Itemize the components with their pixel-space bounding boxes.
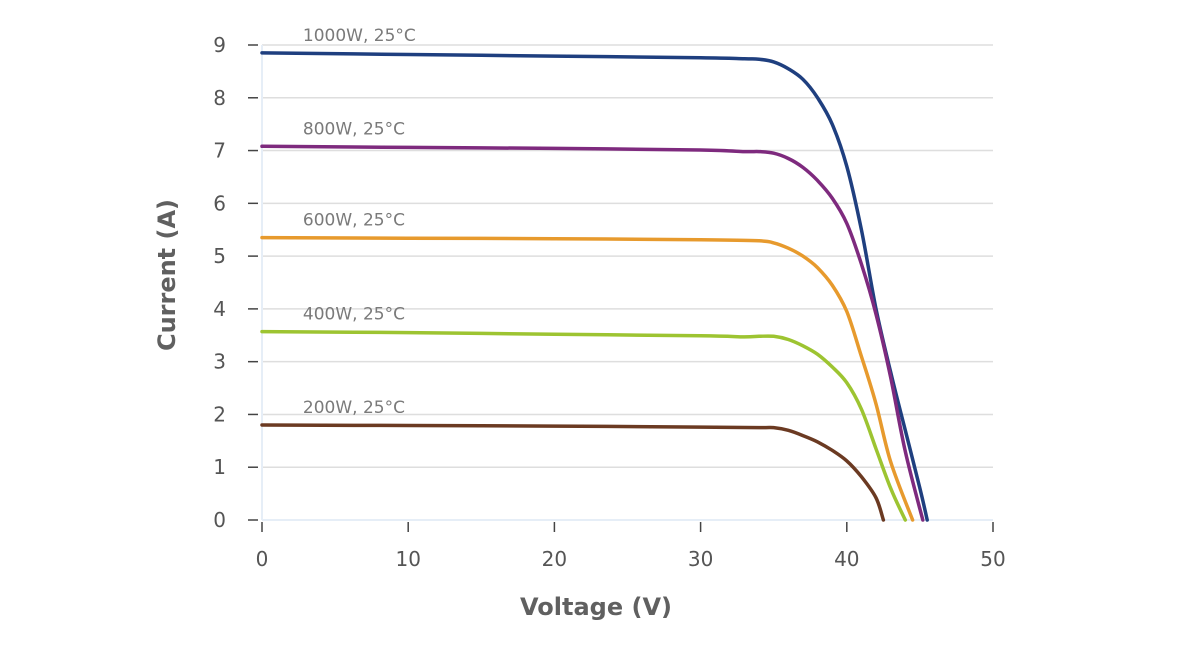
x-axis-title: Voltage (V)	[520, 593, 672, 621]
y-tick-label: 8	[213, 86, 226, 110]
series-label-0: 1000W, 25°C	[303, 26, 416, 46]
y-tick-label: 1	[213, 455, 226, 479]
x-tick-label: 30	[688, 547, 713, 571]
y-tick-label: 0	[213, 508, 226, 532]
y-axis-title: Current (A)	[153, 199, 181, 351]
series-label-2: 600W, 25°C	[303, 211, 405, 231]
series-label-1: 800W, 25°C	[303, 119, 405, 139]
series-label-3: 400W, 25°C	[303, 305, 405, 325]
series-line-3	[260, 329, 908, 522]
x-tick-label: 40	[834, 547, 859, 571]
y-tick-label: 9	[213, 33, 226, 57]
x-tick-label: 50	[980, 547, 1005, 571]
x-tick-label: 0	[256, 547, 269, 571]
y-tick-label: 5	[213, 244, 226, 268]
y-tick-label: 3	[213, 350, 226, 374]
series-line-4	[260, 423, 886, 522]
y-tick-label: 4	[213, 297, 226, 321]
x-tick-label: 20	[542, 547, 567, 571]
series-line-2	[260, 235, 915, 522]
series-line-1	[260, 144, 925, 522]
y-tick-label: 2	[213, 402, 226, 426]
x-tick-label: 10	[395, 547, 420, 571]
y-tick-label: 6	[213, 191, 226, 215]
series-label-4: 200W, 25°C	[303, 398, 405, 418]
y-tick-label: 7	[213, 139, 226, 163]
